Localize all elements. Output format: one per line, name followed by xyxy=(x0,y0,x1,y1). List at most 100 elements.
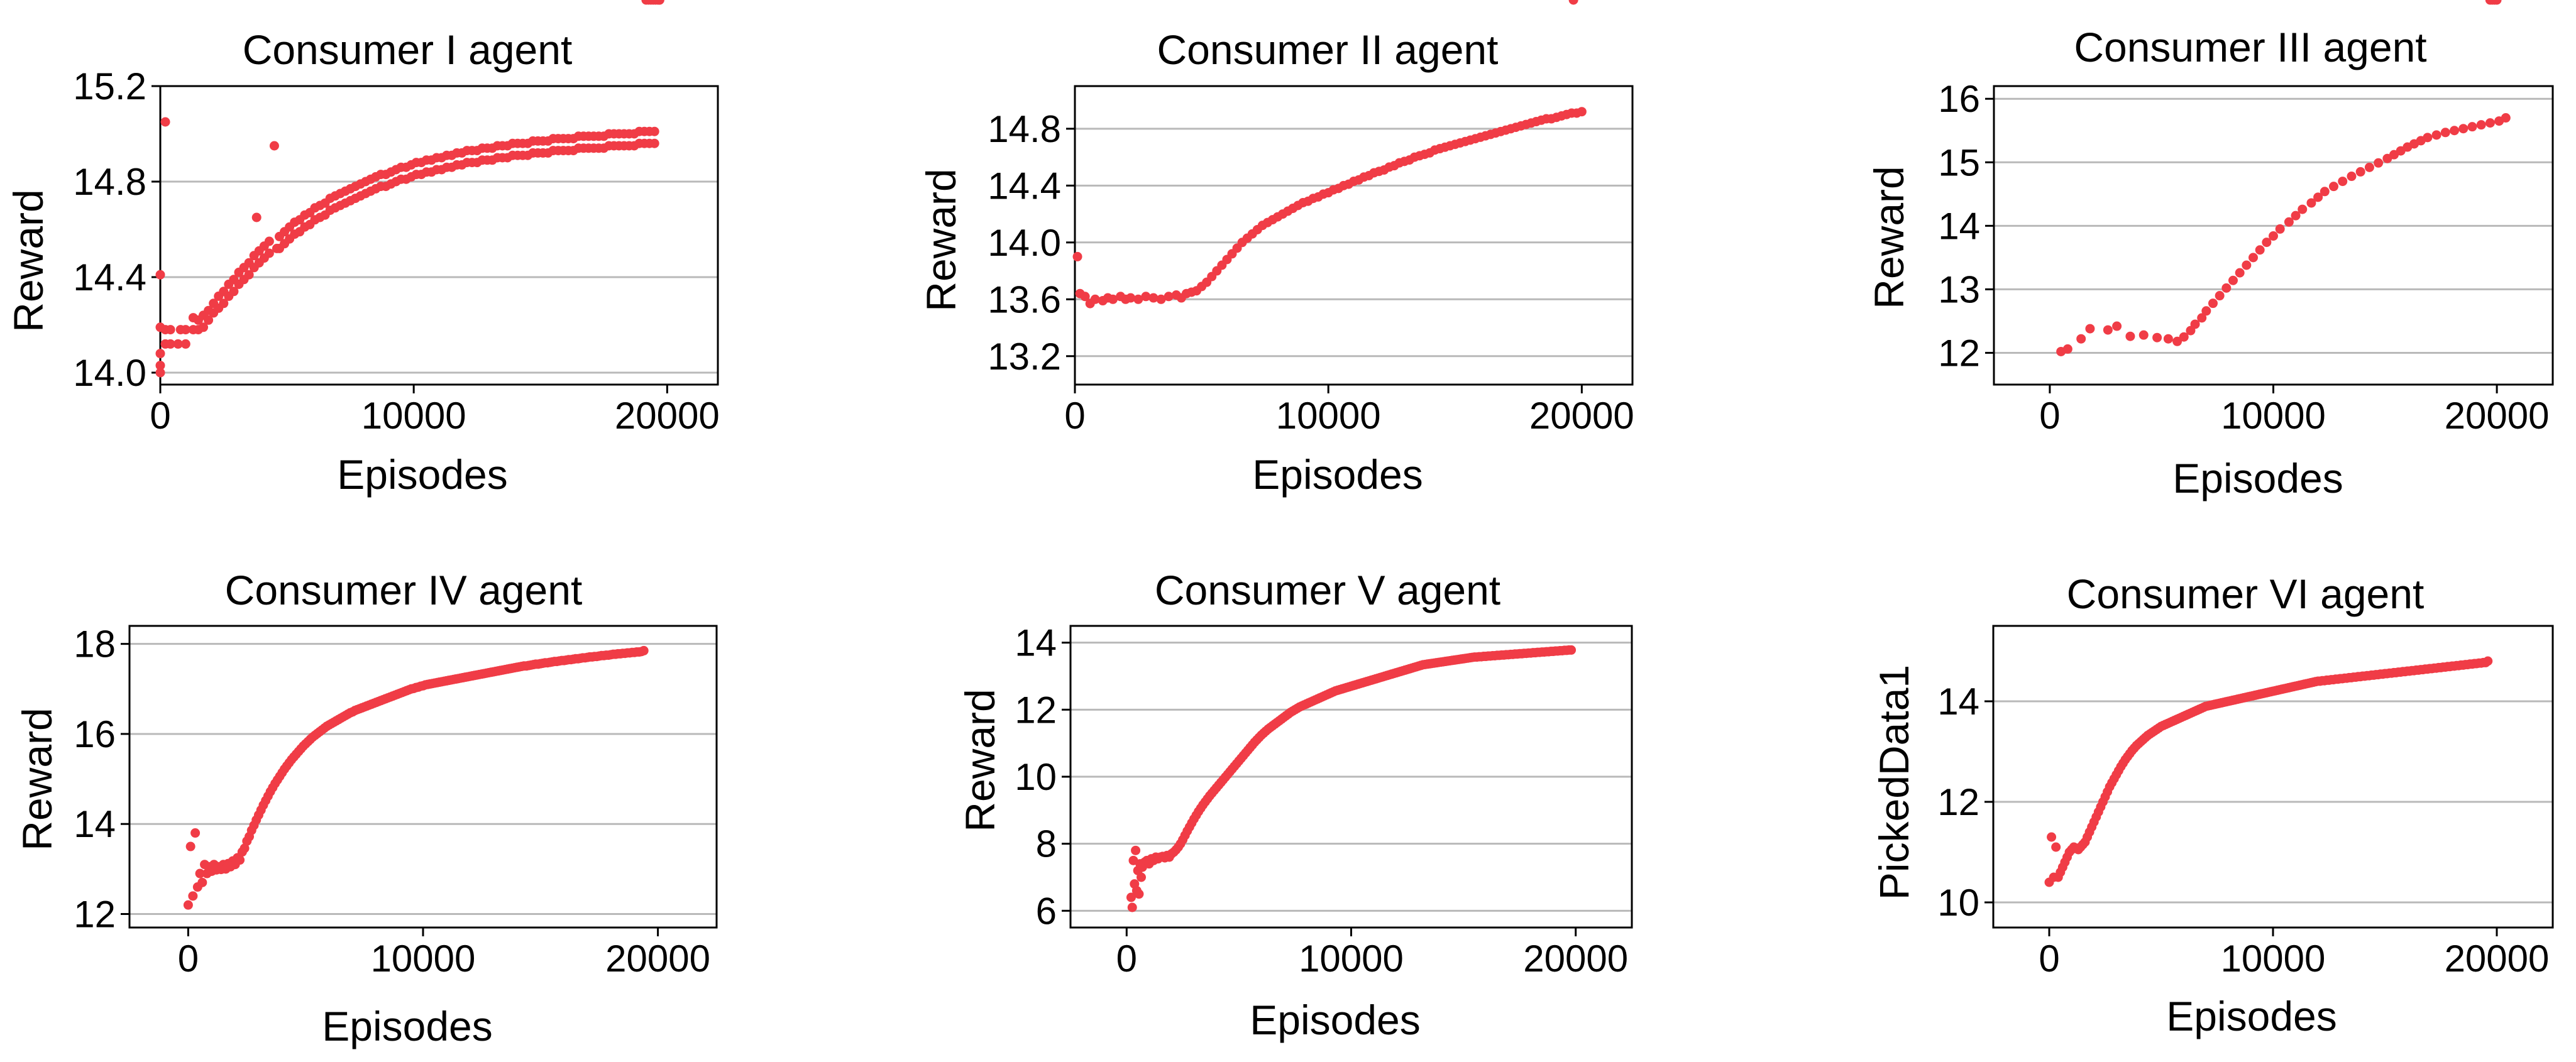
data-point xyxy=(1080,292,1090,302)
data-point xyxy=(2364,162,2374,172)
y-tick-label: 16 xyxy=(1938,78,1980,120)
panel-consumer-iv: Consumer IV agent Episodes Reward 12 14 16… xyxy=(14,0,718,1049)
y-tick-label: 12 xyxy=(74,894,116,936)
panel-title: Consumer II agent xyxy=(1157,26,1499,73)
data-point xyxy=(1090,294,1100,304)
data-point xyxy=(2450,126,2460,136)
y-tick-label: 10 xyxy=(1015,756,1057,798)
y-axis-label: Reward xyxy=(918,168,964,311)
y-axis-label: Reward xyxy=(957,689,1003,831)
x-tick-label: 0 xyxy=(2039,395,2060,437)
data-point xyxy=(1148,293,1159,303)
x-tick-label: 20000 xyxy=(2445,395,2550,437)
data-point xyxy=(2284,217,2294,227)
data-point xyxy=(195,868,205,879)
data-point xyxy=(2047,832,2057,842)
y-tick-label: 14.8 xyxy=(988,108,1061,150)
panel-title: Consumer III agent xyxy=(2074,24,2426,70)
data-point xyxy=(1131,845,1141,855)
data-point xyxy=(2458,124,2469,134)
data-point xyxy=(2255,245,2265,255)
y-tick-label: 10 xyxy=(1937,882,1979,924)
panel-title: Consumer V agent xyxy=(1155,567,1500,613)
data-points xyxy=(1072,107,1587,309)
y-tick-label: 15.2 xyxy=(73,65,146,107)
y-tick-label: 13.2 xyxy=(988,336,1061,378)
data-point xyxy=(1126,892,1136,902)
panel-title: Consumer VI agent xyxy=(2067,571,2425,617)
data-point xyxy=(180,339,190,349)
data-point xyxy=(239,843,250,853)
data-point xyxy=(2172,336,2182,346)
x-tick-label: 0 xyxy=(1116,938,1137,980)
plot-frame xyxy=(128,625,718,929)
data-point xyxy=(2431,130,2441,140)
data-point xyxy=(2085,324,2095,334)
x-axis-label: Episodes xyxy=(2172,455,2343,501)
x-tick-label: 10000 xyxy=(1299,938,1404,980)
y-tick-label: 14.4 xyxy=(988,165,1061,207)
y-tick-label: 6 xyxy=(1036,890,1057,932)
data-point xyxy=(2306,198,2316,208)
x-axis-label: Episodes xyxy=(2166,993,2337,1039)
data-point xyxy=(1133,294,1143,304)
y-tick-label: 14.4 xyxy=(73,256,146,298)
axes: 10 12 14 0 10000 20000 xyxy=(1937,625,2554,980)
data-point xyxy=(165,325,175,335)
panel-title: Consumer I agent xyxy=(243,26,573,73)
data-points xyxy=(2056,113,2511,356)
data-point xyxy=(165,339,175,349)
gridlines xyxy=(1993,700,2553,904)
y-tick-label: 15 xyxy=(1938,141,1980,183)
data-point xyxy=(2269,231,2278,241)
y-axis-label: PickedData1 xyxy=(1871,665,1917,900)
data-point xyxy=(2501,113,2511,123)
y-tick-label: 12 xyxy=(1938,332,1980,374)
data-point xyxy=(155,368,165,378)
plot-frame xyxy=(1992,625,2554,929)
data-point xyxy=(185,841,195,851)
x-tick-label: 20000 xyxy=(1523,938,1628,980)
data-point xyxy=(2221,283,2232,293)
data-point xyxy=(190,828,201,838)
x-axis-label: Episodes xyxy=(322,1003,493,1049)
y-tick-label: 14 xyxy=(1938,205,1980,247)
y-tick-label: 14.0 xyxy=(73,352,146,394)
axes: 12 13 14 15 16 0 10000 20000 xyxy=(1938,78,2554,437)
data-point xyxy=(1141,292,1151,302)
data-point xyxy=(229,287,239,297)
x-tick-label: 20000 xyxy=(1529,395,1634,437)
data-point xyxy=(2076,334,2086,344)
data-points xyxy=(183,0,663,910)
data-point xyxy=(649,126,659,136)
axes: 12 14 16 18 0 10000 20000 xyxy=(74,623,718,980)
y-tick-label: 14 xyxy=(1937,681,1979,723)
data-point xyxy=(2112,321,2122,331)
x-tick-label: 10000 xyxy=(361,395,466,437)
data-point xyxy=(2485,118,2495,128)
gridlines xyxy=(129,643,717,916)
data-point xyxy=(2329,182,2339,192)
x-tick-label: 0 xyxy=(178,938,199,980)
panel-consumer-iii: Consumer III agent Episodes Reward 12131… xyxy=(1866,24,2554,501)
y-tick-label: 12 xyxy=(1937,781,1979,823)
y-tick-label: 12 xyxy=(1015,689,1057,731)
gridlines xyxy=(1994,97,2553,354)
data-point xyxy=(180,325,190,335)
data-point xyxy=(2179,332,2189,342)
data-point xyxy=(1566,645,1577,655)
gridlines xyxy=(160,85,718,374)
data-point xyxy=(173,339,183,349)
data-point xyxy=(1137,872,1147,882)
y-axis-label: Reward xyxy=(5,189,52,332)
data-point xyxy=(2483,656,2493,666)
data-point xyxy=(269,141,279,151)
data-point xyxy=(2355,167,2365,177)
data-point xyxy=(2476,120,2486,130)
data-point xyxy=(2423,133,2433,143)
data-point xyxy=(2440,128,2450,138)
data-points xyxy=(2044,0,2502,887)
y-tick-label: 13.6 xyxy=(988,278,1061,320)
data-point xyxy=(2201,306,2211,316)
